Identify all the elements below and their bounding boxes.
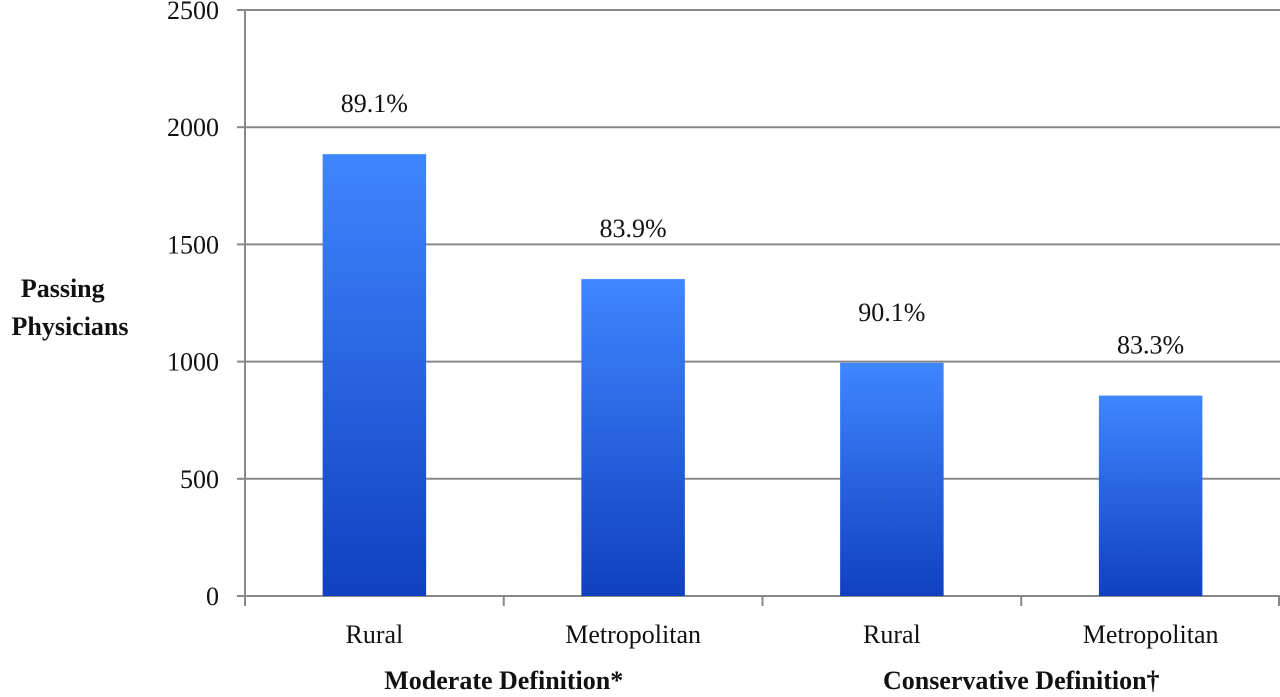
y-tick-label: 2000 bbox=[167, 113, 219, 142]
bar bbox=[1098, 395, 1203, 596]
group-labels: Moderate Definition* Conservative Definit… bbox=[384, 666, 1159, 695]
bar bbox=[840, 362, 944, 596]
x-tick-label: Rural bbox=[863, 620, 921, 649]
x-tick-labels: Rural Metropolitan Rural Metropolitan bbox=[345, 620, 1218, 649]
data-label: 90.1% bbox=[858, 298, 925, 327]
data-label: 83.9% bbox=[600, 214, 667, 243]
x-axis bbox=[244, 595, 1280, 606]
y-tick-label: 1500 bbox=[167, 230, 219, 259]
y-tick-label: 0 bbox=[206, 582, 219, 611]
y-tick-label: 500 bbox=[180, 465, 219, 494]
y-tick-label: 1000 bbox=[167, 348, 219, 377]
y-axis: 0 500 1000 1500 2000 2500 bbox=[167, 0, 246, 611]
y-axis-title-line-1: Passing bbox=[21, 274, 105, 303]
bar bbox=[581, 279, 685, 596]
x-tick-label: Metropolitan bbox=[565, 620, 701, 649]
x-tick-label: Metropolitan bbox=[1083, 620, 1219, 649]
data-labels: 89.1% 83.9% 90.1% 83.3% bbox=[341, 89, 1184, 359]
group-label: Moderate Definition* bbox=[384, 666, 623, 695]
bars bbox=[322, 154, 1203, 596]
group-label: Conservative Definition† bbox=[883, 666, 1160, 695]
y-axis-title-line-2: Physicians bbox=[11, 312, 128, 341]
bar bbox=[322, 154, 427, 596]
data-label: 83.3% bbox=[1117, 331, 1184, 360]
y-tick-label: 2500 bbox=[167, 0, 219, 25]
data-label: 89.1% bbox=[341, 89, 408, 118]
y-axis-title: Passing Physicians bbox=[11, 274, 128, 341]
x-tick-label: Rural bbox=[345, 620, 403, 649]
